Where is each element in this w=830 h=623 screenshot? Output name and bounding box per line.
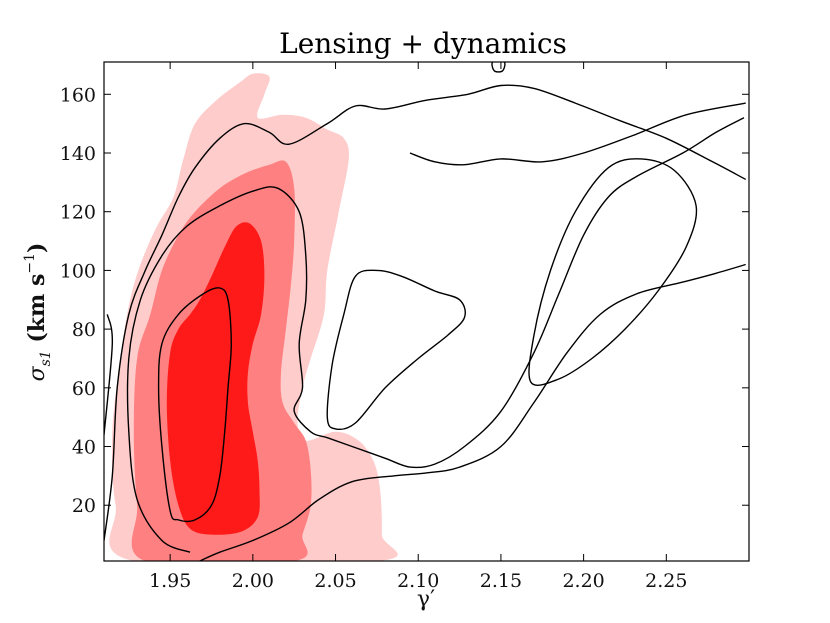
y-axis-ticks: 20 40 60 80 100 120 140 160 — [60, 84, 749, 517]
x-tick-label: 2.25 — [645, 570, 687, 592]
y-tick-label: 60 — [72, 378, 96, 400]
y-tick-label: 20 — [72, 495, 96, 517]
line-contour-dynamics-inner-right-loop — [528, 158, 698, 386]
plot-area — [104, 62, 747, 561]
x-tick-label: 2.20 — [562, 570, 604, 592]
y-tick-label: 100 — [60, 260, 96, 282]
line-contour-dynamics-3sigma — [104, 84, 747, 541]
y-axis-label-unit: (km s — [24, 274, 50, 351]
y-axis-label-subscript: s1 — [38, 350, 54, 366]
filled-contour-lensing-dynamics-1sigma — [166, 222, 265, 535]
y-tick-label: 40 — [72, 437, 96, 459]
x-tick-label: 2.10 — [397, 570, 439, 592]
line-contour-dynamics-1sigma — [157, 287, 232, 523]
x-tick-label: 2.00 — [232, 570, 274, 592]
y-axis-label-symbol: σ — [25, 365, 50, 381]
x-axis-label: γ′ — [417, 587, 435, 612]
plot-frame — [103, 61, 750, 562]
y-tick-label: 160 — [60, 84, 96, 106]
y-axis-label-exponent: −1 — [22, 253, 38, 274]
chart-title: Lensing + dynamics — [279, 27, 567, 60]
y-tick-label: 140 — [60, 143, 96, 165]
x-tick-label: 2.15 — [480, 570, 522, 592]
x-axis-ticks: 1.95 2.00 2.05 2.10 2.15 2.20 2.25 — [149, 62, 687, 592]
line-contour-dynamics-left-edge — [104, 314, 114, 435]
line-contour-dynamics-inner-left-loop — [326, 269, 466, 431]
line-contour-dynamics-top-blip — [491, 62, 506, 73]
filled-contours — [109, 73, 398, 561]
y-axis-label-close: ) — [24, 243, 50, 253]
x-tick-label: 1.95 — [149, 570, 191, 592]
y-axis-label: σs1 (km s−1) — [22, 243, 54, 382]
line-contour-dynamics-upper-right-hook — [409, 102, 746, 166]
y-tick-label: 80 — [72, 319, 96, 341]
x-tick-label: 2.05 — [314, 570, 356, 592]
line-contour-dynamics-3sigma-lower — [199, 263, 746, 561]
line-contour-dynamics-2sigma — [126, 117, 745, 553]
line-contours — [104, 62, 747, 561]
y-tick-label: 120 — [60, 202, 96, 224]
